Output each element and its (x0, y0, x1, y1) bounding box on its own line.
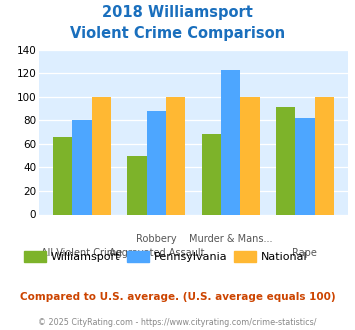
Bar (295, 118, 315, 214)
Bar (315, 97, 334, 214)
Text: Compared to U.S. average. (U.S. average equals 100): Compared to U.S. average. (U.S. average … (20, 292, 335, 302)
Text: © 2025 CityRating.com - https://www.cityrating.com/crime-statistics/: © 2025 CityRating.com - https://www.city… (38, 318, 317, 327)
Bar (221, 70, 240, 214)
Bar (276, 107, 295, 214)
Bar (202, 134, 221, 214)
Legend: Williamsport, Pennsylvania, National: Williamsport, Pennsylvania, National (20, 247, 312, 267)
Bar (72, 120, 92, 214)
Text: Rape: Rape (293, 248, 317, 258)
Bar (53, 137, 72, 214)
Text: Murder & Mans...: Murder & Mans... (189, 234, 272, 244)
Bar (127, 155, 147, 214)
Text: Violent Crime Comparison: Violent Crime Comparison (70, 26, 285, 41)
Bar (92, 97, 111, 214)
Bar (240, 97, 260, 214)
Bar (166, 97, 185, 214)
Text: Robbery: Robbery (136, 234, 177, 244)
Bar (147, 111, 166, 214)
Text: Aggravated Assault: Aggravated Assault (109, 248, 204, 258)
Text: 2018 Williamsport: 2018 Williamsport (102, 5, 253, 20)
Text: All Violent Crime: All Violent Crime (42, 248, 123, 258)
